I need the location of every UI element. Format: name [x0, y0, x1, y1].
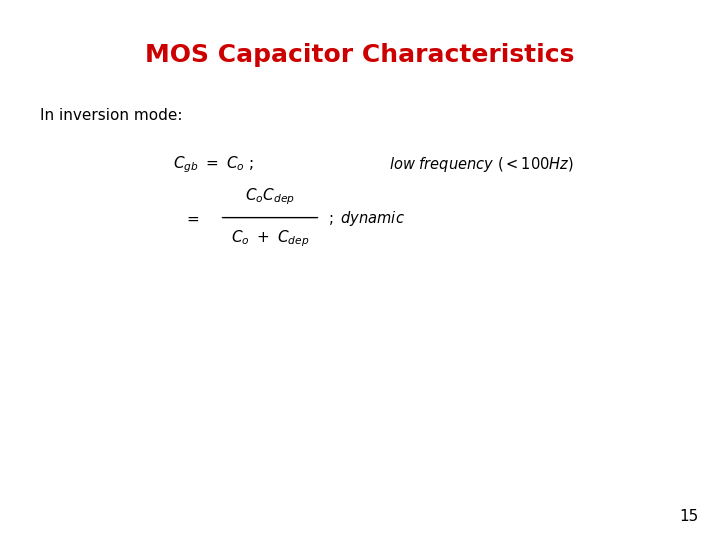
- Text: $C_{gb}\ =\ C_o\ ;$: $C_{gb}\ =\ C_o\ ;$: [173, 154, 254, 175]
- Text: 15: 15: [679, 509, 698, 524]
- Text: $\mathit{;\ dynamic}$: $\mathit{;\ dynamic}$: [328, 209, 405, 228]
- Text: In inversion mode:: In inversion mode:: [40, 108, 182, 123]
- Text: $C_o\ +\ C_{dep}$: $C_o\ +\ C_{dep}$: [230, 228, 310, 249]
- Text: $=$: $=$: [184, 212, 199, 226]
- Text: MOS Capacitor Characteristics: MOS Capacitor Characteristics: [145, 43, 575, 67]
- Text: $\mathit{low\ frequency\ (<100Hz)}$: $\mathit{low\ frequency\ (<100Hz)}$: [389, 155, 574, 174]
- Text: $C_o C_{dep}$: $C_o C_{dep}$: [245, 187, 295, 207]
